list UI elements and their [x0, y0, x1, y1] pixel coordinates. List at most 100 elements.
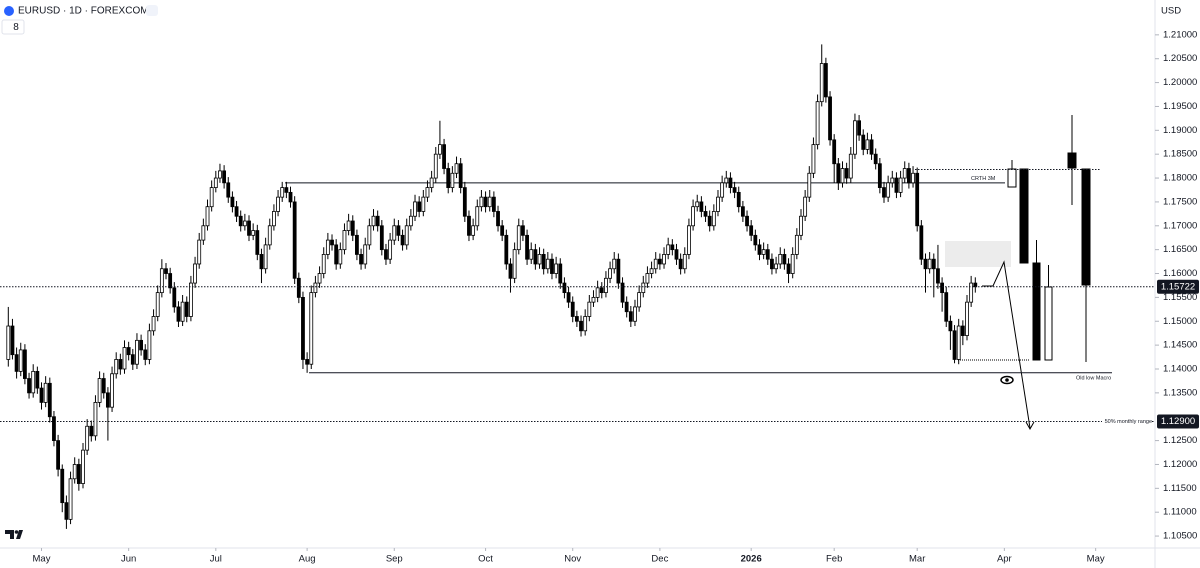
level-label: CRTH 3M	[971, 176, 996, 182]
candle-body	[890, 177, 895, 184]
candle-body	[342, 230, 347, 251]
candle-body	[537, 254, 542, 265]
candle-body	[97, 378, 102, 403]
candle-body	[421, 196, 426, 212]
candle-body	[130, 354, 135, 365]
candle-body	[699, 201, 704, 212]
candle-body	[60, 468, 65, 504]
candle-body	[545, 258, 550, 270]
y-tick-label: 1.20500	[1163, 53, 1197, 64]
candle-body	[189, 282, 193, 317]
x-tick-label: 2026	[741, 554, 762, 565]
candle-body	[886, 182, 891, 198]
candle-body	[599, 287, 604, 294]
x-tick-label: May	[1087, 554, 1105, 565]
candle-body	[93, 402, 98, 437]
candle-body	[450, 172, 455, 188]
candle-body	[438, 144, 442, 155]
candle-body	[844, 168, 849, 179]
candle-body	[446, 168, 451, 188]
candle-body	[209, 187, 214, 208]
candle-body	[691, 206, 695, 227]
candle-body	[587, 301, 592, 317]
candle-body	[56, 440, 61, 470]
candle-body	[516, 225, 521, 251]
candle-body	[388, 239, 393, 260]
candle-body	[898, 177, 903, 193]
level-label: Old low Macro	[1076, 375, 1111, 381]
candle-body	[305, 359, 310, 365]
candle-body	[703, 211, 708, 217]
candle-body	[711, 211, 716, 227]
candle-body	[678, 258, 683, 270]
candle-body	[794, 234, 799, 255]
candle-body	[936, 268, 940, 284]
x-tick-label: Nov	[564, 554, 581, 565]
candle-body	[740, 206, 745, 217]
currency-label[interactable]: USD	[1161, 6, 1181, 17]
collapse-button[interactable]	[146, 5, 158, 16]
candle-body	[541, 254, 546, 270]
candle-body	[247, 220, 251, 236]
indicator-count: 8	[13, 22, 19, 33]
y-tick-label: 1.12500	[1163, 435, 1197, 446]
candle-body	[960, 325, 965, 336]
candle-body	[184, 301, 189, 317]
x-tick-label: Apr	[997, 554, 1012, 565]
y-tick-label: 1.16000	[1163, 268, 1197, 279]
y-tick-label: 1.17000	[1163, 220, 1197, 231]
y-tick-label: 1.11500	[1163, 483, 1197, 494]
eye-icon[interactable]	[1000, 375, 1014, 385]
candle-body	[35, 370, 40, 389]
y-tick-label: 1.12000	[1163, 459, 1197, 470]
candle-body	[52, 416, 56, 441]
candle-body	[23, 349, 27, 379]
candle-body	[736, 191, 741, 208]
candle-body	[18, 349, 23, 372]
candle-body	[836, 163, 841, 184]
y-tick-label: 1.13500	[1163, 387, 1197, 398]
candle-body	[857, 120, 861, 136]
candle-body	[392, 225, 397, 241]
level-label: 50% monthly range	[1105, 419, 1152, 425]
candle-body	[309, 292, 314, 365]
y-tick-label: 1.10500	[1163, 531, 1197, 542]
candle-body	[242, 220, 247, 227]
indicators-toggle[interactable]	[1, 19, 25, 35]
candle-body	[68, 478, 73, 520]
candle-body	[404, 225, 409, 246]
x-tick-label: Aug	[299, 554, 316, 565]
candle-body	[952, 330, 957, 360]
candle-body	[637, 292, 642, 308]
candle-body	[259, 254, 264, 270]
candle-body	[882, 187, 886, 198]
symbol-title[interactable]: EURUSD · 1D · FOREXCOM	[18, 6, 149, 17]
candle-body	[869, 139, 874, 155]
level-label-bg	[1102, 417, 1152, 426]
candle-body	[612, 258, 617, 270]
candle-body	[873, 153, 878, 165]
candle-body	[753, 234, 758, 246]
projection-drawing	[958, 115, 1091, 431]
y-tick-label: 1.15000	[1163, 316, 1197, 327]
candle-body	[695, 201, 700, 208]
candle-body	[550, 258, 554, 274]
candle-body	[218, 170, 222, 179]
candle-body	[628, 311, 633, 322]
candle-body	[595, 287, 600, 298]
candle-body	[346, 220, 351, 231]
candle-body	[728, 177, 733, 188]
candle-body	[819, 63, 824, 103]
candle-body	[716, 196, 720, 212]
candle-body	[670, 244, 675, 251]
candle-body	[425, 187, 430, 198]
candle-body	[462, 187, 467, 217]
candle-body	[284, 187, 289, 193]
candle-body	[591, 296, 596, 303]
candle-body	[724, 177, 729, 184]
x-tick-label: Oct	[478, 554, 493, 565]
candle-body	[313, 282, 318, 294]
candle-body	[861, 134, 866, 150]
candle-body	[363, 244, 368, 265]
